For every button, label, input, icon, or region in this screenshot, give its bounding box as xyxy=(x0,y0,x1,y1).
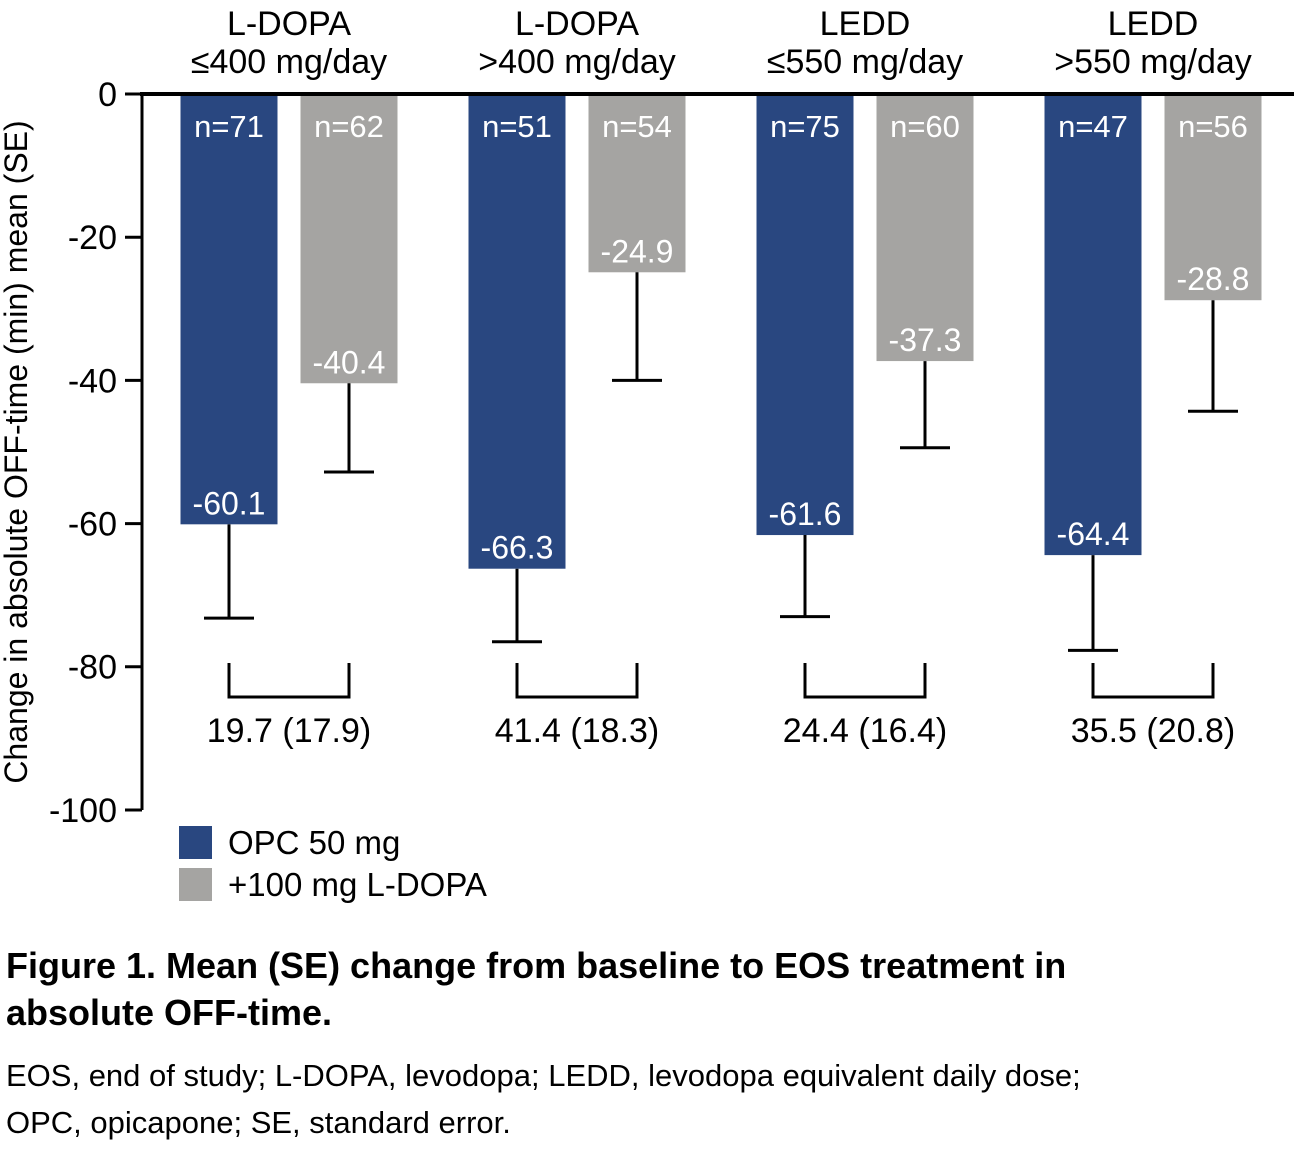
value-label: -28.8 xyxy=(1177,261,1250,297)
n-label: n=54 xyxy=(602,109,672,144)
difference-bracket xyxy=(1091,663,1215,699)
value-label: -37.3 xyxy=(889,322,962,358)
value-label: -64.4 xyxy=(1057,516,1130,552)
difference-bracket xyxy=(515,663,639,699)
n-label: n=60 xyxy=(890,109,960,144)
legend-label: +100 mg L-DOPA xyxy=(228,866,487,903)
caption-title: Figure 1. Mean (SE) change from baseline… xyxy=(6,942,1304,1036)
difference-label: 41.4 (18.3) xyxy=(495,712,659,750)
value-label: -61.6 xyxy=(769,496,842,532)
group-header-line-2: ≤550 mg/day xyxy=(767,43,963,81)
legend-swatch-opc xyxy=(179,826,212,859)
caption-footnote-line-1: EOS, end of study; L-DOPA, levodopa; LED… xyxy=(6,1058,1081,1093)
bar-ldopa xyxy=(300,94,398,384)
difference-label: 35.5 (20.8) xyxy=(1071,712,1235,750)
group-header-line-2: >400 mg/day xyxy=(478,43,676,81)
figure-caption: Figure 1. Mean (SE) change from baseline… xyxy=(6,942,1304,1146)
bar-chart: L-DOPA≤400 mg/dayn=71-60.1n=62-40.419.7 … xyxy=(0,5,1294,903)
legend-swatch-ldopa xyxy=(179,868,212,901)
n-label: n=75 xyxy=(770,109,840,144)
caption-footnote: EOS, end of study; L-DOPA, levodopa; LED… xyxy=(6,1052,1304,1146)
y-axis-title: Change in absolute OFF-time (min) mean (… xyxy=(0,120,34,783)
bar-opc xyxy=(1044,94,1142,556)
difference-bracket xyxy=(803,663,927,699)
group-header-line-2: >550 mg/day xyxy=(1054,43,1252,81)
n-label: n=56 xyxy=(1178,109,1248,144)
group-header-line-1: LEDD xyxy=(820,5,911,43)
group-header-line-1: L-DOPA xyxy=(515,5,639,43)
caption-title-line-1: Figure 1. Mean (SE) change from baseline… xyxy=(6,945,1067,986)
bar-ldopa xyxy=(588,94,686,273)
group-header-line-1: L-DOPA xyxy=(227,5,351,43)
value-label: -24.9 xyxy=(601,233,674,269)
y-tick-label: -60 xyxy=(68,506,117,544)
y-tick-label: -40 xyxy=(68,362,117,400)
n-label: n=62 xyxy=(314,109,384,144)
legend-label: OPC 50 mg xyxy=(228,824,400,861)
group-header-line-2: ≤400 mg/day xyxy=(191,43,387,81)
bar-opc xyxy=(180,94,278,525)
bar-opc xyxy=(756,94,854,536)
y-tick-label: -20 xyxy=(68,219,117,257)
y-tick-label: -80 xyxy=(68,649,117,687)
difference-label: 24.4 (16.4) xyxy=(783,712,947,750)
n-label: n=71 xyxy=(194,109,264,144)
value-label: -40.4 xyxy=(313,344,386,380)
value-label: -60.1 xyxy=(193,485,266,521)
caption-footnote-line-2: OPC, opicapone; SE, standard error. xyxy=(6,1105,511,1140)
bar-ldopa xyxy=(876,94,974,362)
group-header-line-1: LEDD xyxy=(1108,5,1199,43)
y-tick-label: 0 xyxy=(98,76,117,114)
caption-title-line-2: absolute OFF-time. xyxy=(6,992,333,1033)
bar-ldopa xyxy=(1164,94,1262,301)
difference-label: 19.7 (17.9) xyxy=(207,712,371,750)
n-label: n=47 xyxy=(1058,109,1128,144)
bar-opc xyxy=(468,94,566,569)
y-tick-label: -100 xyxy=(49,792,117,830)
value-label: -66.3 xyxy=(481,530,554,566)
n-label: n=51 xyxy=(482,109,552,144)
difference-bracket xyxy=(227,663,351,699)
